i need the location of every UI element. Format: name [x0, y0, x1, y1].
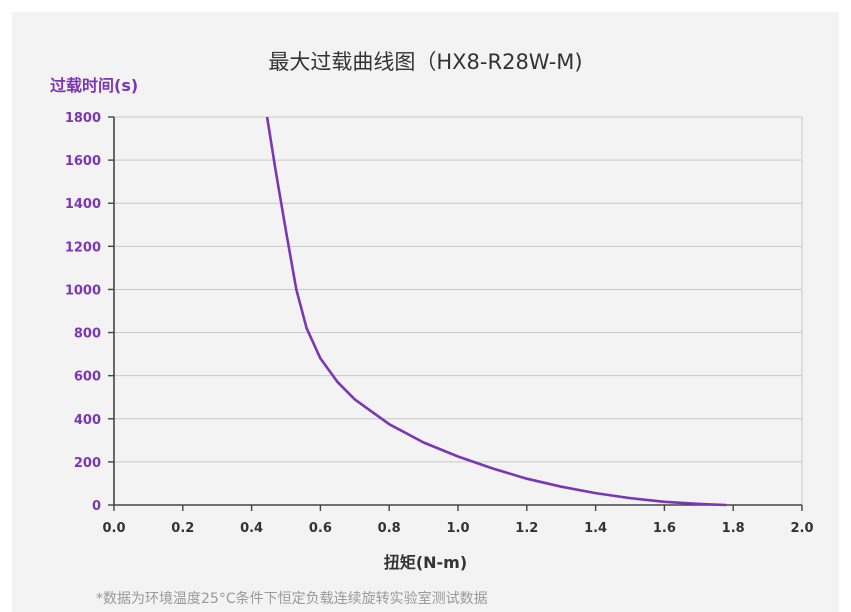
- y-tick-label: 1200: [65, 240, 101, 255]
- x-tick-label: 2.0: [790, 521, 813, 536]
- footnote: *数据为环境温度25°C条件下恒定负载连续旋转实验室测试数据: [96, 591, 488, 607]
- y-tick-label: 800: [74, 327, 101, 342]
- x-tick-label: 0.4: [240, 521, 263, 536]
- chart-title: 最大过载曲线图（HX8-R28W-M): [268, 50, 583, 74]
- plot-area: [114, 117, 802, 505]
- y-tick-label: 1000: [65, 283, 101, 298]
- y-tick-label: 600: [74, 370, 101, 385]
- x-tick-label: 1.2: [515, 521, 538, 536]
- y-tick-label: 1600: [65, 154, 101, 169]
- grid-lines: [114, 116, 803, 505]
- x-axis-ticks: 0.0 0.2 0.4 0.6 0.8 1.0 1.2 1.4 1.6 1.8 2.0: [102, 505, 814, 536]
- y-tick-label: 0: [92, 499, 101, 514]
- x-tick-label: 0.0: [102, 521, 125, 536]
- overload-curve: [265, 116, 727, 507]
- y-axis-label: 过载时间(s): [50, 76, 139, 95]
- x-axis-label: 扭矩(N-m): [383, 553, 468, 572]
- y-axis-ticks: 0 200 400 600 800 1000 1200 1400 1600 1800: [65, 111, 114, 514]
- y-tick-label: 200: [74, 456, 101, 471]
- y-tick-label: 400: [74, 413, 101, 428]
- x-tick-label: 0.8: [378, 521, 401, 536]
- x-tick-label: 0.6: [309, 521, 332, 536]
- x-tick-label: 1.0: [446, 521, 469, 536]
- y-tick-label: 1400: [65, 197, 101, 212]
- x-tick-label: 1.6: [653, 521, 676, 536]
- x-tick-label: 1.4: [584, 521, 607, 536]
- x-tick-label: 0.2: [171, 521, 194, 536]
- x-tick-label: 1.8: [722, 521, 745, 536]
- y-tick-label: 1800: [65, 111, 101, 126]
